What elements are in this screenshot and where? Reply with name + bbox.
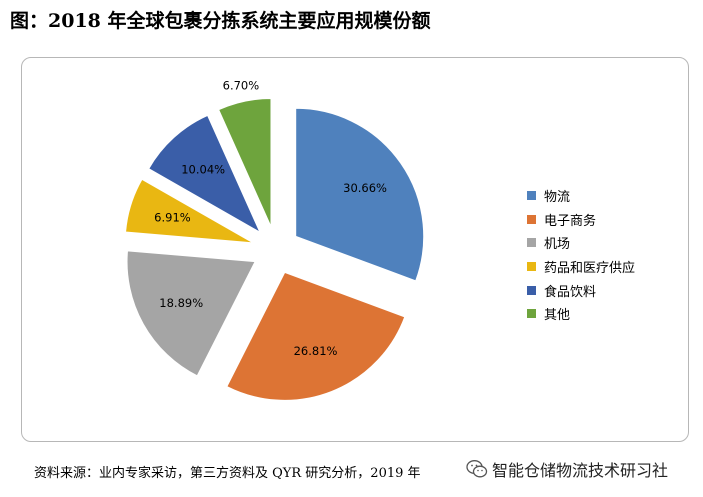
pie-slices	[125, 98, 425, 401]
legend-label: 机场	[544, 237, 571, 253]
pie-slice-2	[226, 271, 406, 401]
legend-item-2: 电子商务	[527, 208, 635, 232]
pie-slice-4	[125, 178, 254, 244]
legend-label: 其他	[544, 308, 571, 324]
pie-slice-6	[218, 98, 272, 227]
legend-label: 食品饮料	[544, 284, 597, 300]
legend-swatch	[527, 214, 536, 224]
legend-item-3: 机场	[527, 231, 635, 255]
legend-item-5: 食品饮料	[527, 278, 635, 302]
legend-item-4: 药品和医疗供应	[527, 255, 635, 279]
legend-label: 物流	[544, 190, 571, 206]
wechat-icon	[466, 460, 488, 478]
figure-title: 图：2018 年全球包裹分拣系统主要应用规模份额	[10, 10, 431, 32]
slice-label-2: 26.81%	[294, 344, 338, 358]
legend-swatch	[527, 285, 536, 295]
legend-swatch	[527, 238, 536, 248]
slice-label-5: 10.04%	[181, 163, 225, 177]
watermark-text: 智能仓储物流技术研习社	[492, 461, 669, 480]
source-note: 资料来源：业内专家采访，第三方资料及 QYR 研究分析，2019 年	[34, 466, 421, 481]
legend-item-6: 其他	[527, 302, 635, 326]
pie-slice-3	[126, 250, 256, 377]
slice-label-1: 30.66%	[343, 181, 387, 195]
legend-label: 电子商务	[544, 213, 597, 229]
legend-swatch	[527, 309, 536, 319]
legend-swatch	[527, 191, 536, 201]
slice-label-3: 18.89%	[159, 296, 203, 310]
legend-swatch	[527, 262, 536, 272]
slice-label-6: 6.70%	[223, 79, 260, 93]
slice-label-4: 6.91%	[154, 211, 191, 225]
chart-legend: 物流电子商务机场药品和医疗供应 食品饮料其他	[527, 184, 635, 326]
legend-item-1: 物流	[527, 184, 635, 208]
watermark: 智能仓储物流技术研习社	[462, 455, 673, 483]
legend-label: 药品和医疗供应	[544, 261, 636, 277]
pie-slice-1	[295, 107, 425, 282]
pie-labels: 30.66% 26.81% 18.89% 6.91% 10.04% 6.70%	[154, 79, 387, 358]
pie-slice-5	[148, 114, 261, 234]
